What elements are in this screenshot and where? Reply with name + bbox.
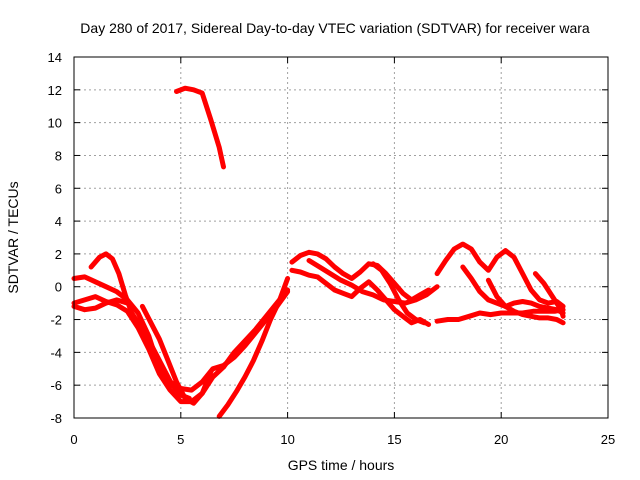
- series-line-arc-12: [434, 241, 566, 309]
- y-tick-label: -6: [50, 378, 62, 393]
- y-tick-label: 2: [55, 247, 62, 262]
- y-tick-label: -2: [50, 313, 62, 328]
- series-line-arc-8: [289, 249, 432, 303]
- y-tick-label: 0: [55, 280, 62, 295]
- series-line-arc-15: [485, 277, 566, 326]
- x-tick-label: 0: [70, 432, 77, 447]
- series-line-arc-13: [434, 307, 566, 324]
- y-tick-label: 6: [55, 181, 62, 196]
- y-tick-label: -8: [50, 411, 62, 426]
- series-line-arc-7: [216, 276, 291, 419]
- x-tick-label: 10: [280, 432, 294, 447]
- plot-frame: [73, 56, 609, 419]
- x-axis-label: GPS time / hours: [288, 457, 395, 473]
- series-line-arc-5: [139, 303, 214, 406]
- series-line-arc-6: [174, 85, 226, 170]
- x-tick-label: 25: [601, 432, 615, 447]
- x-tick-label: 20: [494, 432, 508, 447]
- y-tick-label: 4: [55, 214, 62, 229]
- series-line-arc-16: [532, 271, 566, 319]
- series-line-arc-3: [71, 297, 130, 313]
- series-group: [71, 85, 566, 419]
- y-tick-label: 8: [55, 148, 62, 163]
- series-line-arc-10: [306, 258, 440, 306]
- grid: [74, 57, 608, 418]
- chart-title: Day 280 of 2017, Sidereal Day-to-day VTE…: [80, 20, 590, 36]
- y-tick-label: 14: [48, 50, 62, 65]
- y-tick-label: 12: [48, 83, 62, 98]
- x-tick-label: 15: [387, 432, 401, 447]
- series-line-arc-11: [370, 261, 427, 326]
- series-line-arc-14: [460, 264, 566, 316]
- series-line-arc-4: [88, 251, 192, 401]
- tick-labels: 0 5 10 15 20 25 -8 -6 -4 -2 0 2 4 6 8 10 12 14: [48, 50, 616, 447]
- y-axis-label: SDTVAR / TECUs: [5, 181, 21, 293]
- x-tick-label: 5: [177, 432, 184, 447]
- y-tick-label: 10: [48, 116, 62, 131]
- y-tick-label: -4: [50, 345, 62, 360]
